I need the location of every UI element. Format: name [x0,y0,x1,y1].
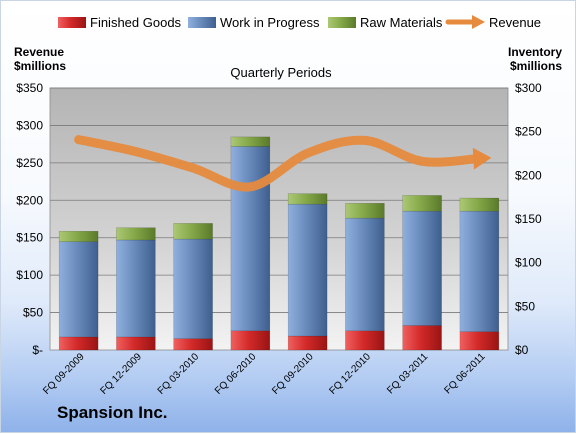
right-tick-label: $250 [515,125,542,139]
bar-raw-materials [460,198,499,211]
bar-raw-materials [174,223,213,239]
bar-work-in-progress [231,147,270,331]
bar-finished-goods [174,339,213,350]
company-name: Spansion Inc. [57,403,168,423]
left-tick-label: $100 [16,268,43,282]
bar-finished-goods [460,332,499,350]
bar-raw-materials [59,231,98,241]
left-axis-title-line2: $millions [14,59,66,73]
x-tick-label: FQ 06-2011 [443,351,488,396]
legend-arrow-revenue [472,15,485,29]
legend-item-raw-materials: Raw Materials [328,15,443,30]
bar-work-in-progress [460,211,499,332]
x-tick-label: FQ 03-2011 [385,351,430,396]
left-tick-label: $- [32,343,43,357]
right-axis-title-line2: $millions [510,59,562,73]
legend-label-finished-goods: Finished Goods [90,15,182,30]
legend-label-work-in-progress: Work in Progress [220,15,320,30]
left-tick-label: $200 [16,193,43,207]
left-tick-label: $250 [16,156,43,170]
bar-work-in-progress [59,242,98,337]
x-tick-label: FQ 09-2010 [270,351,316,397]
x-tick-label: FQ 03-2010 [156,351,202,397]
bar-work-in-progress [345,218,384,331]
legend-label-raw-materials: Raw Materials [360,15,443,30]
legend-swatch-finished-goods [58,17,86,28]
left-tick-label: $300 [16,118,43,132]
x-tick-label: FQ 12-2009 [98,351,144,397]
right-tick-label: $50 [515,299,535,313]
right-tick-label: $150 [515,212,542,226]
right-tick-label: $100 [515,256,542,270]
right-tick-label: $200 [515,168,542,182]
bar-raw-materials [345,203,384,218]
x-tick-label: FQ 06-2010 [213,351,259,397]
bar-finished-goods [345,331,384,350]
bar-finished-goods [403,326,442,350]
x-tick-label: FQ 12-2010 [327,351,373,397]
left-tick-label: $50 [23,306,43,320]
legend-item-work-in-progress: Work in Progress [188,15,320,30]
bar-raw-materials [231,137,270,147]
bar-finished-goods [288,336,327,350]
legend-item-revenue: Revenue [448,15,541,30]
legend-swatch-raw-materials [328,17,356,28]
right-tick-label: $300 [515,81,542,95]
legend-label-revenue: Revenue [489,15,541,30]
bar-raw-materials [288,194,327,204]
bar-raw-materials [116,228,155,240]
bar-finished-goods [116,337,155,350]
bar-work-in-progress [288,204,327,336]
legend: Finished Goods Work in Progress Raw Mate… [58,15,541,30]
bar-work-in-progress [403,211,442,325]
bar-finished-goods [59,337,98,350]
bar-work-in-progress [174,239,213,339]
x-tick-label: FQ 09-2009 [41,351,87,397]
legend-swatch-work-in-progress [188,17,216,28]
right-tick-label: $0 [515,343,529,357]
left-tick-label: $350 [16,81,43,95]
bar-raw-materials [403,195,442,211]
left-axis-title-line1: Revenue [14,45,64,59]
right-axis-title-line1: Inventory [508,45,562,59]
left-tick-label: $150 [16,231,43,245]
bar-finished-goods [231,331,270,350]
chart-title: Quarterly Periods [230,65,332,80]
legend-item-finished-goods: Finished Goods [58,15,182,30]
bar-work-in-progress [116,240,155,337]
